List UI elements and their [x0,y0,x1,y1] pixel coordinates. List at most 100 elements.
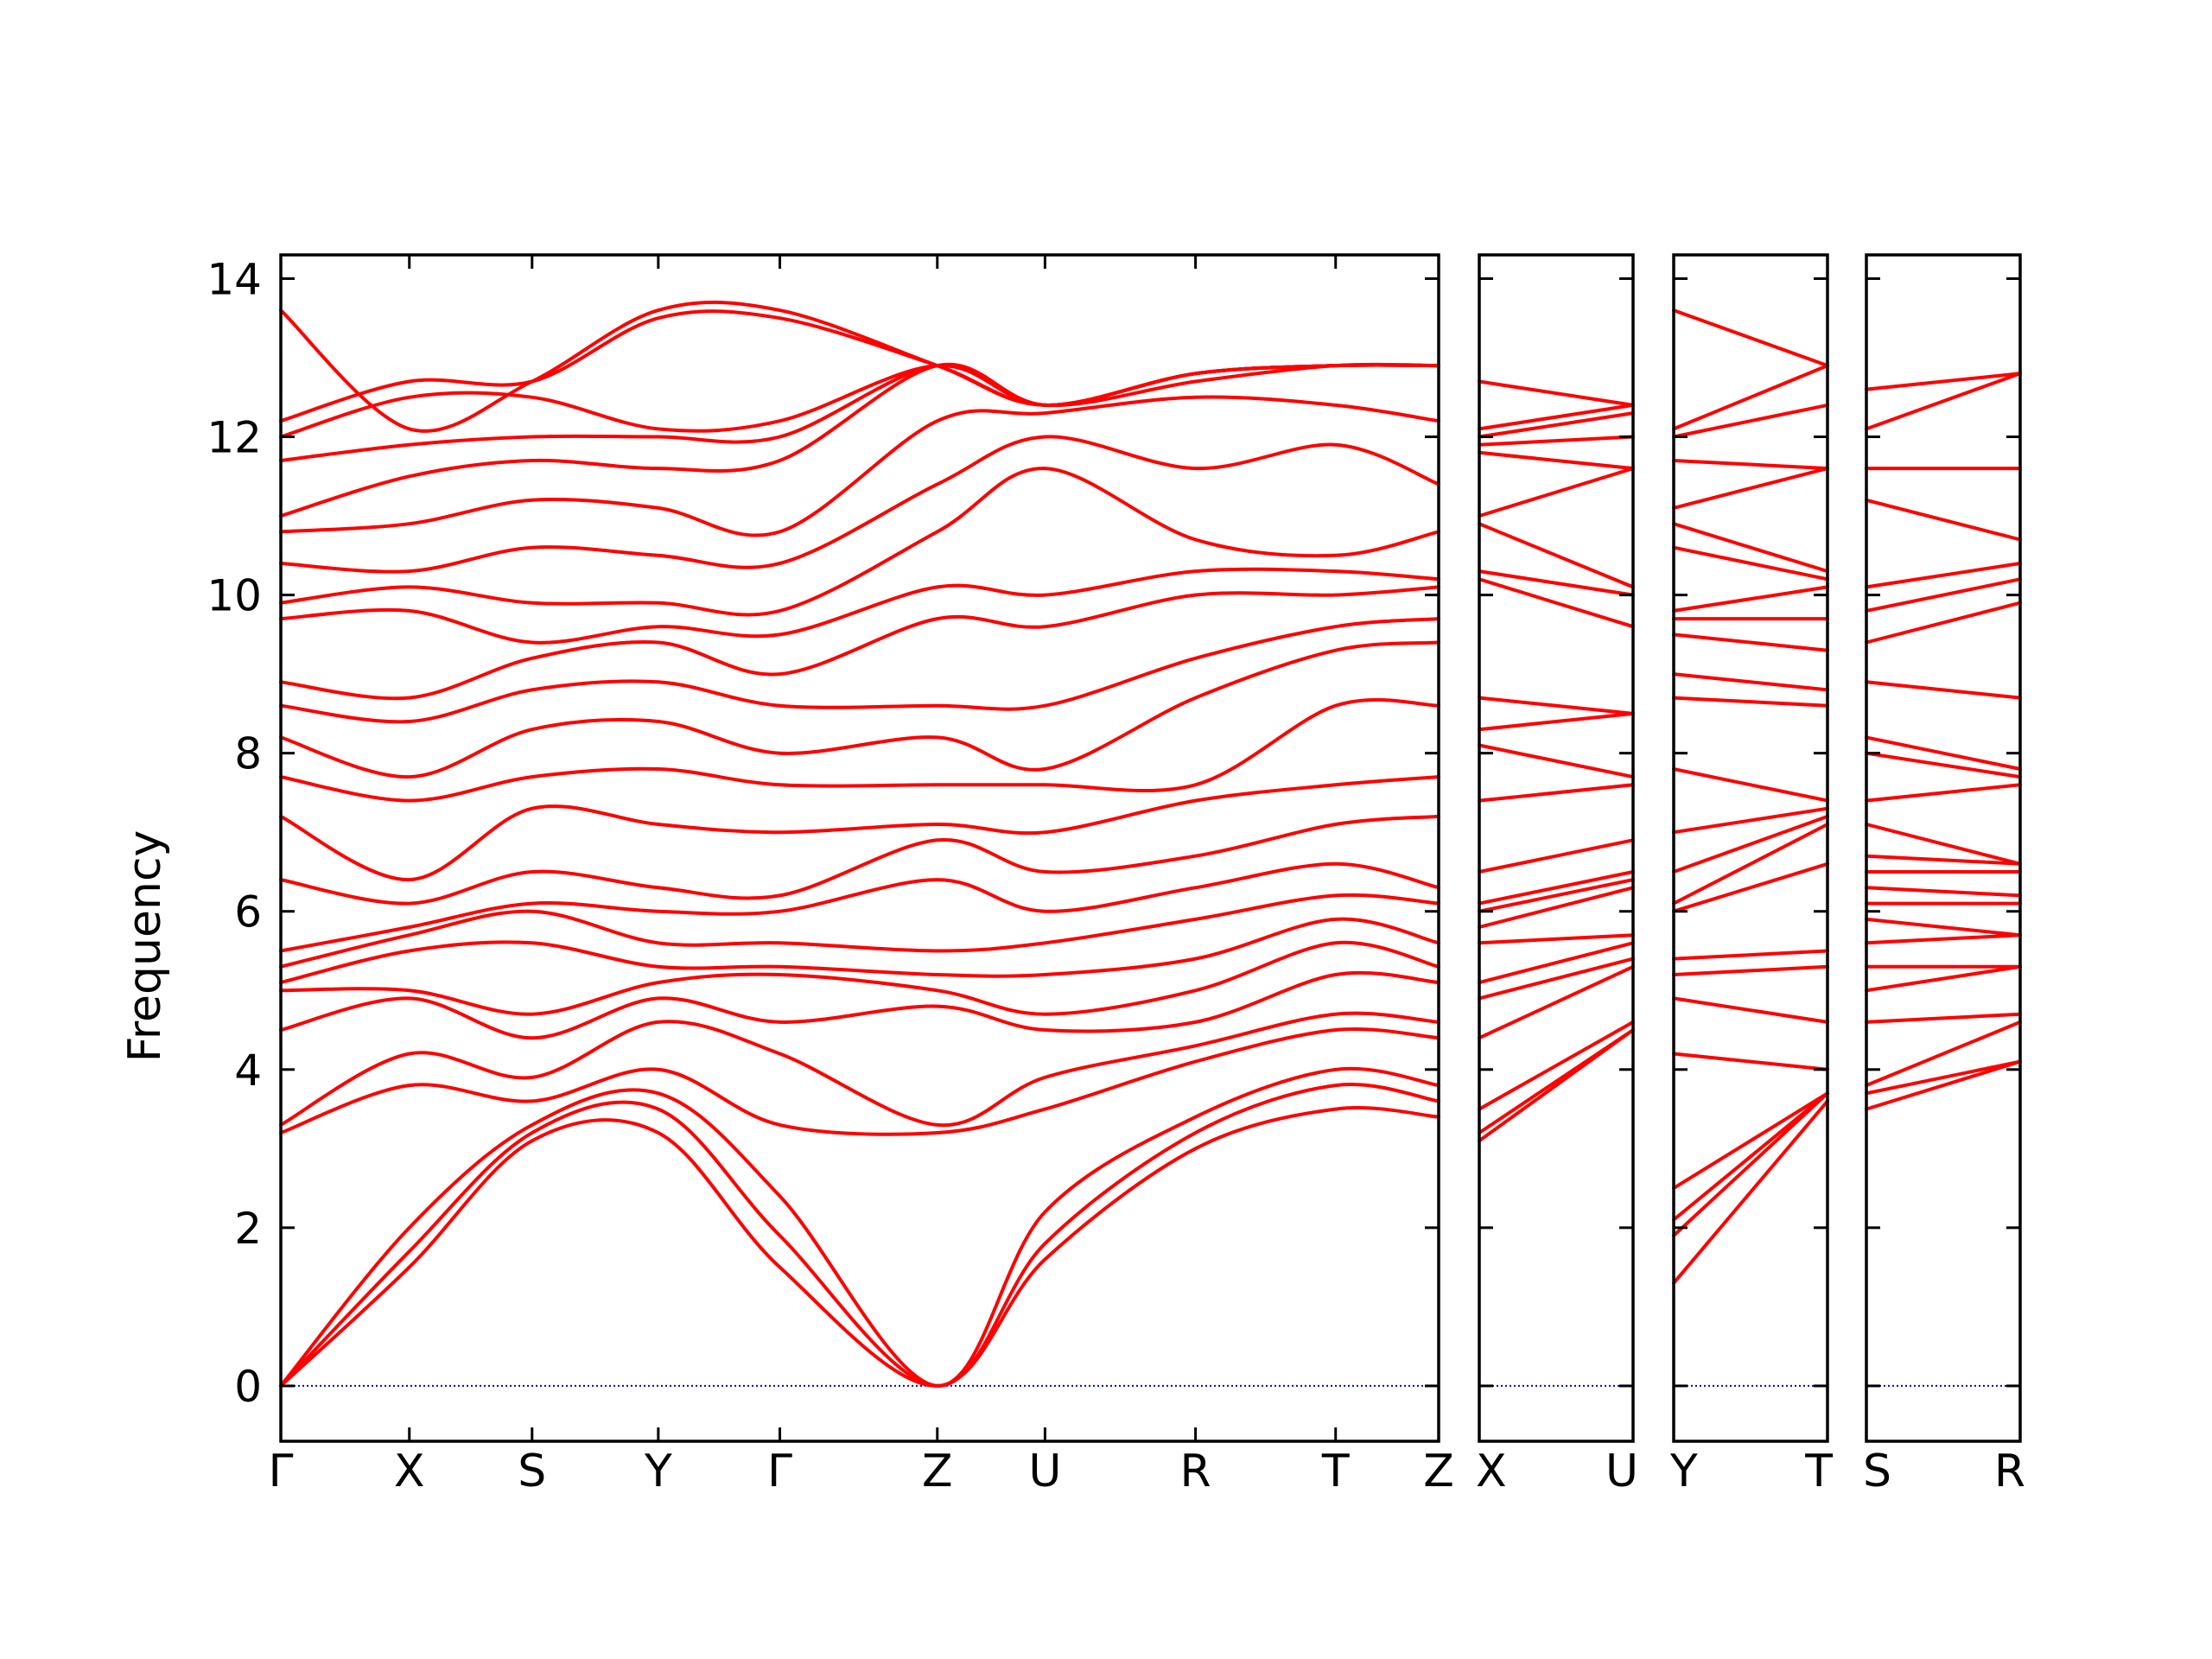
band-23 [1478,403,1635,431]
band-15 [279,617,1440,724]
bands-panel-1 [279,300,1440,1388]
band-7 [1478,933,1635,945]
bands-panel-3 [1672,308,1829,1285]
band-13 [279,697,1440,803]
band-4 [1478,964,1635,1040]
band-6 [1672,996,1829,1024]
band-11 [1672,814,1829,874]
x-tick-label: S [518,1446,546,1497]
band-16 [1478,577,1635,629]
band-5 [1478,957,1635,1001]
y-axis-label: Frequency [119,830,171,1063]
band-12 [1478,783,1635,803]
x-tick-label: T [1804,1446,1833,1497]
band-7 [1865,933,2022,945]
band-14 [1672,696,1829,708]
band-9 [279,893,1440,969]
band-20 [279,395,1440,537]
band-13 [1478,743,1635,779]
band-10 [1865,886,2022,898]
band-14 [1478,711,1635,732]
band-6 [279,970,1440,1040]
x-tick-label: Γ [767,1446,792,1497]
x-tick-label: Γ [269,1446,294,1497]
band-15 [1865,751,2022,779]
band-3 [279,1066,1440,1388]
band-12 [279,775,1440,882]
band-8 [279,917,1440,985]
panel-frame [1672,253,1829,1443]
band-17 [279,567,1440,645]
band-7 [279,940,1440,1016]
x-tick-label: Z [922,1446,953,1497]
band-23 [1865,372,2022,431]
y-tick-label: 12 [207,413,262,463]
band-2 [1865,1059,2022,1096]
band-11 [279,814,1440,906]
x-tick-label: S [1863,1446,1891,1497]
band-24 [1672,364,1829,431]
band-7 [1672,964,1829,976]
y-tick-label: 8 [234,729,262,779]
band-20 [1672,522,1829,574]
band-17 [1865,680,2022,700]
x-tick-label: Y [644,1446,672,1497]
band-2 [1672,1091,1829,1237]
band-25 [1672,308,1829,368]
bands-panel-2 [1478,379,1635,1143]
band-16 [1672,632,1829,652]
x-tick-label: U [1605,1446,1638,1497]
band-20 [1865,562,2022,589]
band-19 [1865,577,2022,613]
y-tick-label: 2 [234,1204,262,1254]
bands-panel-4 [1865,372,2022,1111]
band-5 [1865,964,2022,993]
band-6 [1478,941,1635,985]
band-19 [1672,545,1829,582]
panel-frame [1478,253,1635,1443]
x-tick-label: Y [1669,1446,1698,1497]
band-1 [1672,1099,1829,1285]
band-19 [279,435,1440,574]
x-tick-label: X [1476,1446,1507,1497]
band-8 [1672,949,1829,961]
band-19 [1478,467,1635,518]
band-3 [1865,1020,2022,1088]
band-12 [1865,854,2022,866]
band-21 [1865,498,2022,542]
band-5 [1672,1052,1829,1071]
band-14 [279,640,1440,779]
band-3 [1478,1020,1635,1111]
panel-frame [1865,253,2022,1443]
band-24 [1478,379,1635,407]
band-4 [279,1027,1440,1136]
band-4 [1865,1012,2022,1024]
band-2 [279,1083,1440,1388]
band-9 [1672,861,1829,913]
band-23 [1672,403,1829,439]
x-tick-label: U [1028,1446,1061,1497]
band-5 [279,1011,1440,1128]
band-15 [1478,696,1635,715]
band-13 [1672,767,1829,803]
y-tick-label: 10 [207,571,262,621]
panel-frame [279,253,1440,1443]
band-1 [279,1106,1440,1388]
band-20 [1478,450,1635,471]
band-17 [1478,569,1635,597]
band-18 [1865,601,2022,645]
y-tick-label: 6 [234,887,262,938]
x-tick-label: X [394,1446,425,1497]
band-10 [1672,823,1829,906]
band-21 [279,362,1440,518]
band-14 [1865,783,2022,803]
band-3 [1672,1091,1829,1222]
band-16 [1865,735,2022,771]
band-2 [1478,1028,1635,1135]
band-4 [1672,1091,1829,1191]
